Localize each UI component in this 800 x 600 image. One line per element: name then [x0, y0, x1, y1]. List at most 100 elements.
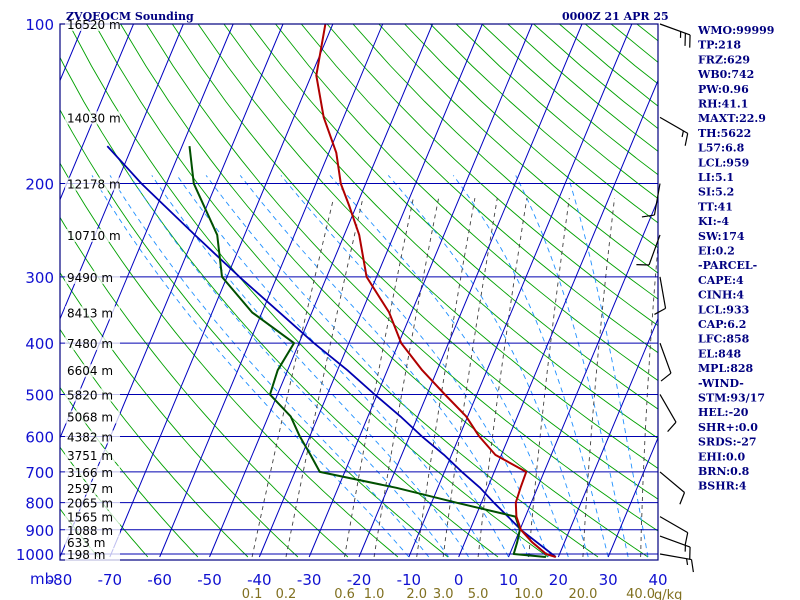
dry-adiabat — [94, 24, 599, 558]
height-label-background — [65, 18, 120, 31]
temperature-tick-label: -70 — [98, 571, 123, 589]
temperature-tick-label: -60 — [147, 571, 172, 589]
dry-adiabat — [171, 24, 658, 500]
height-label: 5820 m — [67, 388, 113, 402]
mixing-ratio-tick-label: 0.1 — [242, 587, 263, 600]
height-label: 8413 m — [67, 306, 113, 320]
wind-barb-flag — [690, 559, 694, 573]
mixing-ratio-line — [582, 198, 615, 558]
height-label-background — [65, 536, 120, 550]
wind-barb — [636, 234, 661, 266]
stability-index: WB0:742 — [697, 68, 754, 81]
stability-index: STM:93/17 — [698, 392, 765, 405]
height-label: 10710 m — [67, 229, 121, 243]
mixing-ratio-line — [442, 198, 498, 558]
wind-barb-staff — [659, 394, 677, 423]
temperature-tick-label: -10 — [397, 571, 422, 589]
wind-barb-staff — [659, 535, 691, 548]
temperature-tick-label: 30 — [599, 571, 618, 589]
moist-adiabat — [129, 175, 450, 558]
wind-barb-half-flag — [681, 130, 684, 138]
stability-index: KI:-4 — [698, 215, 729, 228]
stability-index: SRDS:-27 — [698, 436, 757, 449]
wind-barb — [659, 342, 672, 382]
stability-index: EHI:0.0 — [698, 450, 745, 463]
pressure-tick-label: 600 — [25, 428, 54, 446]
mixing-ratio-tick-label: 40.0 — [626, 587, 655, 600]
height-label-background — [65, 270, 120, 284]
isotherm — [109, 24, 334, 558]
wind-barb — [659, 516, 689, 546]
mixing-ratio-tick-label: 10.0 — [514, 587, 543, 600]
temperature-tick-label: 10 — [499, 571, 518, 589]
mixing-ratio-line — [477, 198, 528, 558]
height-label-background — [65, 337, 120, 351]
isotherm — [60, 24, 234, 440]
temperature-tick-label: 20 — [549, 571, 568, 589]
parcel-profile-line — [106, 145, 557, 558]
pressure-tick-label: 100 — [25, 16, 54, 34]
wind-barb — [641, 183, 661, 218]
height-label-background — [65, 410, 120, 424]
height-label: 633 m — [67, 536, 105, 550]
chart-datetime: 0000Z 21 APR 25 — [562, 10, 669, 23]
height-label-background — [65, 306, 120, 320]
wind-barb — [659, 394, 677, 433]
isotherm — [308, 24, 533, 558]
height-label-background — [65, 177, 120, 191]
temperature-profile-line — [315, 24, 557, 558]
wind-barb-staff — [659, 116, 689, 134]
height-label: 2065 m — [67, 497, 113, 511]
stability-index: SW:174 — [698, 230, 745, 243]
wind-barb-staff — [659, 471, 685, 493]
mixing-ratio-line — [251, 197, 335, 558]
wind-barbs — [636, 23, 694, 573]
height-label-background — [65, 481, 120, 495]
height-label-background — [65, 111, 120, 125]
moist-adiabat — [567, 175, 649, 558]
dry-adiabat — [60, 328, 249, 558]
dry-adiabat — [60, 109, 449, 558]
wind-barb-flag — [679, 492, 686, 505]
height-label: 4382 m — [67, 430, 113, 444]
mixing-ratio-line — [528, 198, 570, 558]
height-label-background — [65, 448, 120, 462]
stability-index: MPL:828 — [698, 362, 754, 375]
dry-adiabat — [120, 24, 649, 558]
moist-adiabat — [280, 175, 549, 558]
dry-adiabat — [300, 24, 658, 354]
wind-barb-flag — [684, 133, 689, 146]
stability-index: MAXT:22.9 — [698, 112, 766, 125]
height-label: 5068 m — [67, 410, 113, 424]
mixing-ratio-tick-label: 5.0 — [468, 587, 489, 600]
wind-barb — [659, 553, 694, 573]
dry-adiabat — [223, 24, 658, 439]
wind-barb-staff — [659, 276, 667, 309]
height-label: 16520 m — [67, 18, 121, 32]
stability-index: LCL:933 — [698, 303, 749, 316]
mixing-ratio-line — [373, 198, 440, 558]
moist-adiabat — [91, 175, 410, 558]
pressure-tick-label: 700 — [25, 464, 54, 482]
mixing-ratio-tick-label: 2.0 — [406, 587, 427, 600]
chart-title: ZVQEOCM Sounding — [66, 10, 194, 23]
dry-adiabat — [146, 24, 658, 532]
height-label-background — [65, 465, 120, 479]
wind-barb — [659, 535, 691, 560]
pressure-tick-label: 500 — [25, 386, 54, 404]
pressure-tick-label: 300 — [25, 269, 54, 287]
height-label: 3751 m — [67, 449, 113, 463]
stability-index: EL:848 — [698, 347, 741, 360]
height-label-background — [65, 430, 120, 444]
stability-index: LI:5.1 — [698, 171, 734, 184]
pressure-tick-label: 400 — [25, 335, 54, 353]
stability-index: CAP:6.2 — [698, 318, 746, 331]
mixing-ratio-tick-label: 1.0 — [364, 587, 385, 600]
temperature-tick-label: 40 — [648, 571, 667, 589]
isotherm — [358, 24, 583, 558]
height-label-background — [65, 523, 120, 537]
pressure-tick-label: 1000 — [16, 546, 54, 564]
